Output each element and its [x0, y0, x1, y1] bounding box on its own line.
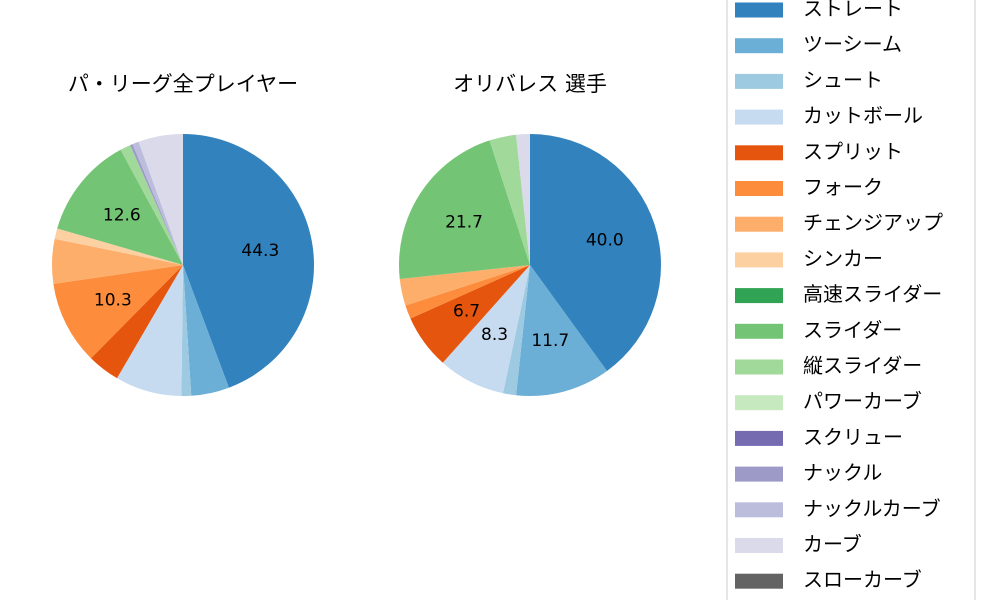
- legend-label: 高速スライダー: [803, 282, 942, 306]
- pie-slice: [181, 265, 192, 396]
- legend-swatch: [735, 323, 783, 339]
- legend-swatch: [735, 181, 783, 196]
- legend-label: スクリュー: [803, 425, 903, 449]
- pie-slice: [489, 134, 530, 265]
- legend-swatch: [735, 430, 783, 446]
- legend-swatch: [735, 38, 783, 54]
- value-label: 44.3: [241, 241, 279, 261]
- legend-label: ツーシーム: [803, 32, 902, 56]
- value-label: 10.3: [94, 290, 132, 310]
- legend-swatch: [735, 502, 783, 518]
- legend-label: シュート: [803, 68, 883, 92]
- value-label: 21.7: [445, 212, 483, 232]
- value-label: 8.3: [481, 325, 508, 345]
- legend-swatch: [735, 288, 783, 304]
- chart-title: オリバレス 選手: [453, 72, 607, 96]
- pie-slice: [120, 145, 183, 265]
- legend-label: パワーカーブ: [803, 389, 922, 413]
- legend-swatch: [735, 573, 783, 589]
- pie-slice: [516, 134, 530, 265]
- legend-swatch: [735, 395, 783, 411]
- value-label: 6.7: [453, 301, 480, 321]
- pie-slice: [132, 141, 183, 265]
- pie-slice: [183, 265, 229, 396]
- pie-slice: [530, 134, 661, 371]
- legend-swatch: [735, 538, 783, 553]
- pie-slice: [57, 149, 184, 265]
- pie-slice: [516, 265, 607, 396]
- pie-slice: [399, 265, 530, 306]
- pie-slice: [410, 265, 530, 363]
- value-label: 12.6: [103, 206, 141, 226]
- chart-title: パ・リーグ全プレイヤー: [68, 72, 298, 96]
- pie-slice: [399, 140, 530, 279]
- legend-swatch: [735, 216, 783, 232]
- legend-label: ナックル: [803, 461, 882, 485]
- pie-slice: [54, 228, 183, 265]
- legend-swatch: [735, 2, 783, 18]
- pie-slice: [53, 265, 184, 359]
- legend-swatch: [735, 359, 783, 375]
- pie-slice: [183, 134, 314, 388]
- pie-slice: [117, 265, 183, 396]
- legend-label: カーブ: [803, 532, 862, 556]
- legend-label: スライダー: [803, 318, 902, 342]
- legend-swatch: [735, 252, 783, 268]
- legend-swatch: [735, 466, 783, 482]
- pie-slice: [90, 265, 183, 379]
- legend-label: スローカーブ: [803, 568, 922, 592]
- legend-label: ナックルカーブ: [803, 496, 941, 520]
- legend-label: スプリット: [803, 139, 903, 163]
- pie-slice: [51, 238, 183, 284]
- legend-swatch: [735, 145, 783, 161]
- value-label: 40.0: [586, 231, 624, 251]
- legend-box: [726, 0, 976, 600]
- legend-label: ストレート: [803, 0, 903, 21]
- legend-label: チェンジアップ: [803, 211, 943, 235]
- legend-label: カットボール: [803, 104, 923, 128]
- value-label: 11.7: [531, 331, 569, 351]
- legend-swatch: [735, 109, 783, 125]
- pie-slice: [138, 134, 183, 265]
- legend-swatch: [735, 73, 783, 89]
- legend-label: フォーク: [803, 175, 883, 199]
- legend-label: 縦スライダー: [803, 354, 922, 378]
- legend-label: シンカー: [803, 246, 883, 270]
- pie-slice: [130, 144, 183, 265]
- pie-slice: [442, 265, 530, 394]
- pie-slice: [503, 265, 530, 396]
- pie-slice: [405, 265, 530, 319]
